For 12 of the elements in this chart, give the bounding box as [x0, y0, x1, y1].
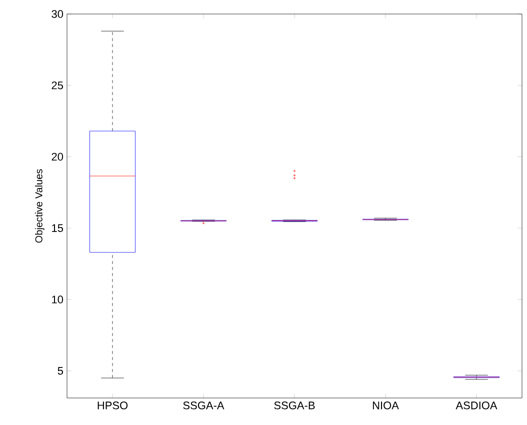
y-tick-label: 10	[52, 296, 64, 304]
y-tick-label: 15	[52, 224, 63, 232]
y-tick-label: 20	[52, 152, 64, 161]
y-tick-label: 5	[58, 367, 63, 375]
x-tick-label: ASDIOA	[456, 402, 498, 410]
x-tick-label: SSGA-B	[274, 402, 315, 410]
y-tick-label: 25	[52, 81, 63, 90]
y-tick-label: 30	[52, 10, 64, 18]
y-axis-title: Objective Values	[35, 169, 44, 243]
x-tick-label: SSGA-A	[183, 402, 224, 410]
x-tick-label: HPSO	[98, 402, 128, 410]
x-tick-label: NIOA	[372, 402, 399, 410]
